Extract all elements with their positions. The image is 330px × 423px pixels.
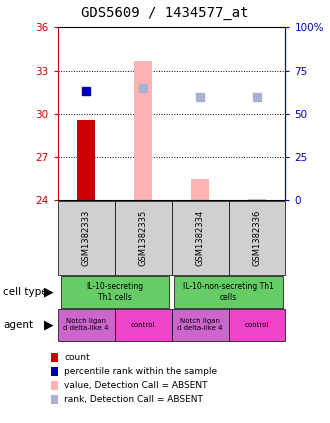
Text: IL-10-secreting
Th1 cells: IL-10-secreting Th1 cells xyxy=(86,282,143,302)
Text: agent: agent xyxy=(3,320,33,330)
Text: control: control xyxy=(131,322,155,328)
Point xyxy=(197,93,203,100)
Text: count: count xyxy=(64,353,90,362)
Point xyxy=(83,88,89,94)
Text: GSM1382336: GSM1382336 xyxy=(252,210,261,266)
Text: control: control xyxy=(245,322,269,328)
Text: value, Detection Call = ABSENT: value, Detection Call = ABSENT xyxy=(64,381,208,390)
Text: Notch ligan
d delta-like 4: Notch ligan d delta-like 4 xyxy=(177,319,223,331)
Text: ▶: ▶ xyxy=(44,286,54,298)
Bar xyxy=(77,120,95,200)
Text: GDS5609 / 1434577_at: GDS5609 / 1434577_at xyxy=(81,6,249,20)
Bar xyxy=(248,199,266,200)
Text: Notch ligan
d delta-like 4: Notch ligan d delta-like 4 xyxy=(63,319,109,331)
Text: GSM1382333: GSM1382333 xyxy=(82,210,91,266)
Text: GSM1382335: GSM1382335 xyxy=(139,210,148,266)
Text: GSM1382334: GSM1382334 xyxy=(196,210,205,266)
Point xyxy=(141,85,146,91)
Text: rank, Detection Call = ABSENT: rank, Detection Call = ABSENT xyxy=(64,395,203,404)
Text: cell type: cell type xyxy=(3,287,48,297)
Text: percentile rank within the sample: percentile rank within the sample xyxy=(64,367,217,376)
Point xyxy=(254,93,260,100)
Bar xyxy=(134,60,152,200)
Bar xyxy=(191,179,209,200)
Text: IL-10-non-secreting Th1
cells: IL-10-non-secreting Th1 cells xyxy=(183,282,274,302)
Text: ▶: ▶ xyxy=(44,319,54,331)
